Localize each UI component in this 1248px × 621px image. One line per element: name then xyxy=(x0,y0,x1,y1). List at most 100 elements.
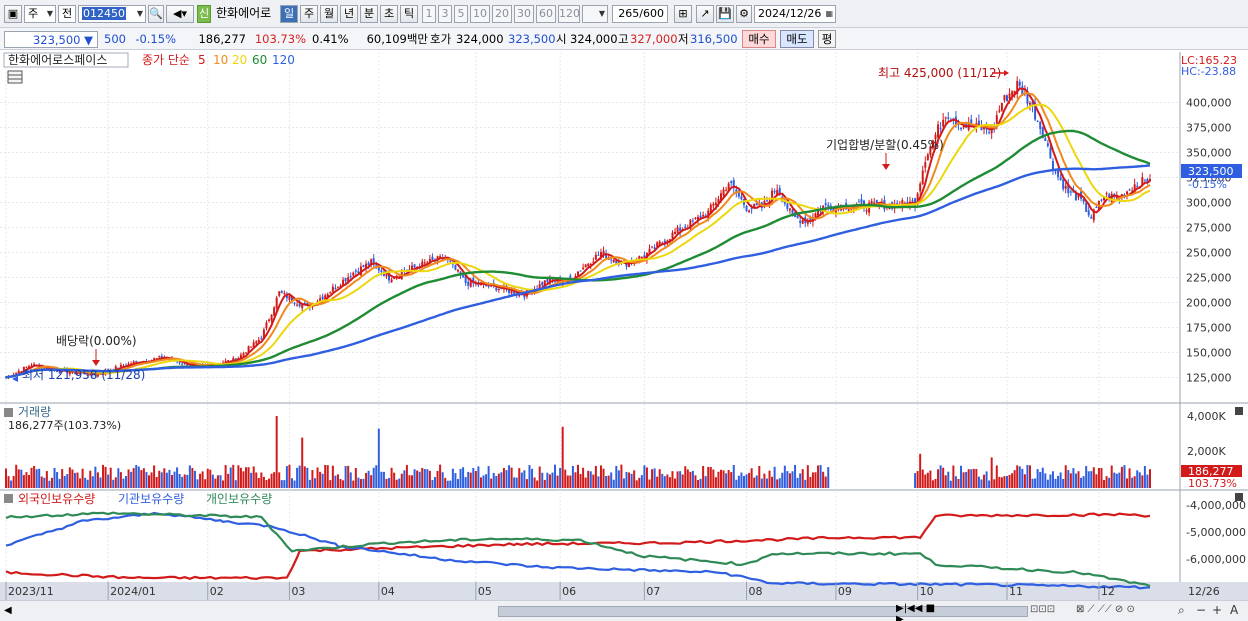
interval-minute-tab[interactable]: 분 xyxy=(360,5,378,23)
volume-bar xyxy=(960,465,963,488)
candle-body xyxy=(579,270,582,272)
interval-day-tab[interactable]: 일 xyxy=(280,5,298,23)
legend-ma120[interactable]: 120 xyxy=(272,53,295,67)
volume-bar xyxy=(214,478,217,488)
search-icon[interactable]: 🔍 xyxy=(148,5,164,23)
volume-bar xyxy=(441,472,444,488)
legend-stock-box[interactable] xyxy=(3,52,129,68)
candle-body xyxy=(270,314,273,321)
volume-bar xyxy=(1021,468,1024,488)
candle-body xyxy=(485,285,488,287)
zoom-out-icon[interactable]: − xyxy=(1196,603,1207,617)
candle-body xyxy=(730,181,733,183)
scroll-left-icon[interactable]: ◀ xyxy=(4,605,12,616)
text-tool-icon[interactable]: A xyxy=(1230,603,1239,617)
volume-bar xyxy=(1126,478,1129,488)
legend-ma10[interactable]: 10 xyxy=(213,53,228,67)
candle-body xyxy=(324,295,327,301)
candle-body xyxy=(937,124,940,138)
close-icon[interactable] xyxy=(1235,493,1243,501)
candle-body xyxy=(178,361,181,364)
interval-month-tab[interactable]: 월 xyxy=(320,5,338,23)
prev-button[interactable]: 전 xyxy=(58,5,76,23)
volume-bar xyxy=(247,467,250,488)
sell-button[interactable]: 매도 xyxy=(780,30,814,48)
draw-tools-icon[interactable]: ↗ xyxy=(696,5,714,23)
volume-bar xyxy=(155,476,158,488)
volume-panel-title[interactable]: 거래량 xyxy=(18,405,51,419)
interval-second-tab[interactable]: 초 xyxy=(380,5,398,23)
interval-tick-tab[interactable]: 틱 xyxy=(400,5,418,23)
volume-bar xyxy=(605,476,608,488)
period-type-select[interactable]: 주 ▼ xyxy=(24,5,56,23)
interval-year-tab[interactable]: 년 xyxy=(340,5,358,23)
save-icon[interactable]: 💾 xyxy=(716,5,734,23)
legend-ma5[interactable]: 5 xyxy=(198,53,206,67)
drawing-tools-icon[interactable]: ⊠ ⟋ ⟋⟋ ⊘ ⊙ xyxy=(1076,604,1135,615)
collapse-icon[interactable] xyxy=(4,494,13,503)
candle-body xyxy=(357,271,360,274)
candle-body xyxy=(962,125,965,128)
interval-week-tab[interactable]: 주 xyxy=(300,5,318,23)
volume-bar xyxy=(242,471,245,488)
volume-bar xyxy=(1123,465,1126,488)
volume-bar xyxy=(275,416,278,488)
candle-body xyxy=(732,180,735,188)
collapse-icon[interactable] xyxy=(4,408,13,417)
tick-count-10[interactable]: 10 xyxy=(470,5,490,23)
volume-bar xyxy=(561,426,564,488)
volume-bar xyxy=(278,472,281,488)
volume-bar xyxy=(661,473,664,488)
close-icon[interactable] xyxy=(1235,407,1243,415)
scroll-tools-icon[interactable]: ⊡⊡⊡ xyxy=(1030,604,1056,615)
stock-chart[interactable]: 400,000375,000350,000325,000300,000275,0… xyxy=(0,50,1248,600)
volume-bar xyxy=(99,477,102,488)
volume-bar xyxy=(1028,465,1031,488)
buy-button[interactable]: 매수 xyxy=(742,30,776,48)
legend-institution-holdings[interactable]: 기관보유수량 xyxy=(118,492,184,506)
tick-count-1[interactable]: 1 xyxy=(422,5,436,23)
stock-code-input[interactable]: 012450 ▼ xyxy=(78,5,146,23)
tick-count-30[interactable]: 30 xyxy=(514,5,534,23)
tick-count-20[interactable]: 20 xyxy=(492,5,512,23)
playback-controls-icon[interactable]: ▶|◀◀ ■ ▶ xyxy=(896,603,936,621)
candle-body xyxy=(114,366,117,370)
tick-custom-select[interactable]: ▼ xyxy=(582,5,608,23)
candle-body xyxy=(265,322,268,329)
table-icon[interactable] xyxy=(7,70,23,84)
volume-bar xyxy=(257,477,260,488)
candle-body xyxy=(135,360,138,362)
legend-individual-holdings[interactable]: 개인보유수량 xyxy=(206,492,272,506)
bar-count-input[interactable]: 265/600 xyxy=(612,5,668,23)
candle-body xyxy=(697,216,700,220)
tick-count-120[interactable]: 120 xyxy=(558,5,580,23)
average-button[interactable]: 평 xyxy=(818,30,836,48)
zoom-search-icon[interactable]: ⌕ xyxy=(1178,603,1185,617)
volume-bar xyxy=(68,467,71,488)
volume-bar xyxy=(398,478,401,488)
tick-count-3[interactable]: 3 xyxy=(438,5,452,23)
scroll-thumb[interactable] xyxy=(498,606,1028,617)
chart-scrollbar[interactable]: ◀ ⊡⊡⊡ ⊠ ⟋ ⟋⟋ ⊘ ⊙ ⌕ − + A xyxy=(0,600,1248,621)
candle-body xyxy=(824,203,827,206)
new-badge: 신 xyxy=(197,5,211,23)
speaker-icon[interactable]: ◀▾ xyxy=(166,5,194,23)
candle-body xyxy=(1013,90,1016,94)
candle-body xyxy=(1028,103,1031,105)
legend-ma20[interactable]: 20 xyxy=(232,53,247,67)
chart-tools-icon[interactable]: ⊞ xyxy=(674,5,692,23)
tick-count-5[interactable]: 5 xyxy=(454,5,468,23)
volume-bar xyxy=(150,472,153,488)
volume-bar xyxy=(370,475,373,488)
volume-bar xyxy=(459,468,462,488)
date-input[interactable]: 2024/12/26 ▦ xyxy=(754,5,836,23)
zoom-in-icon[interactable]: + xyxy=(1212,603,1223,617)
candle-body xyxy=(939,128,942,130)
gear-icon[interactable]: ⚙ xyxy=(736,5,752,23)
legend-foreign-holdings[interactable]: 외국인보유수량 xyxy=(18,492,95,506)
window-menu-icon[interactable]: ▣ xyxy=(4,5,22,23)
legend-ma60[interactable]: 60 xyxy=(252,53,267,67)
tick-count-60[interactable]: 60 xyxy=(536,5,556,23)
candle-body xyxy=(873,202,876,204)
volume-bar xyxy=(451,468,454,488)
